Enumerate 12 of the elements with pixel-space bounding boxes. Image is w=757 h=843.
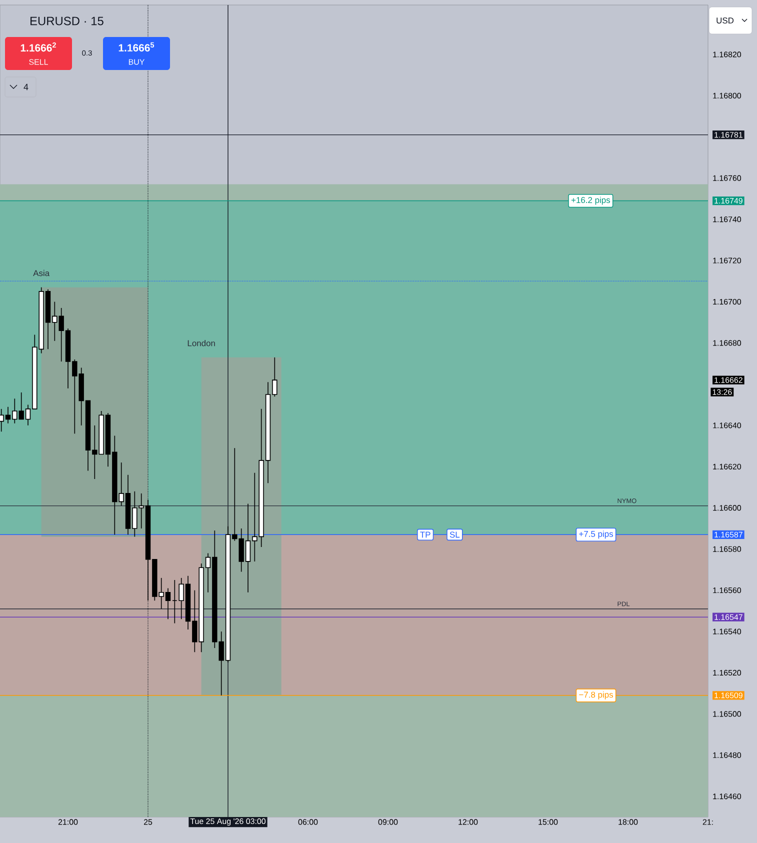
annotation: +7.5 pips [579,530,613,539]
annotation: +16.2 pips [571,196,610,205]
band-label: Asia [33,270,50,276]
annotation: TP [420,532,430,538]
annotation: SL [450,532,460,538]
band-label: London [188,340,215,346]
annotation: 1.1666$^{5}$ [118,42,154,52]
annotation: 1.1666$^{2}$ [20,42,56,52]
annotation: −7.8 pips [579,691,613,700]
annotation: 4 [24,84,28,90]
text: EURUSD · 15 [30,16,104,26]
text: USD [716,18,734,24]
